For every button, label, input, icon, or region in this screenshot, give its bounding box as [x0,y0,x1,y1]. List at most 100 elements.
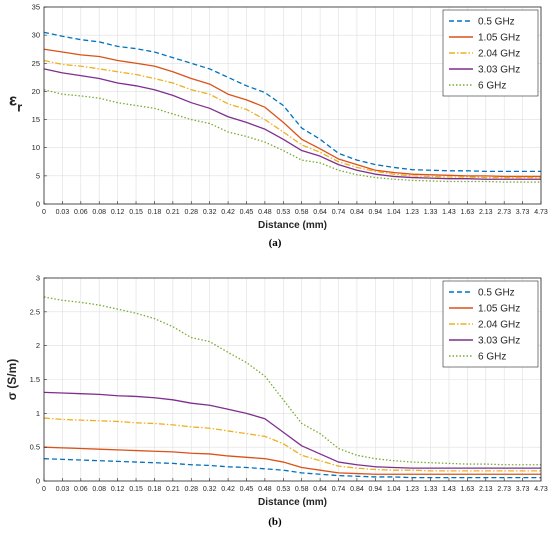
x-tick-label: 0 [42,486,46,493]
x-tick-label: 0.18 [148,486,162,493]
legend-label: 3.03 GHz [478,336,520,347]
x-tick-label: 0.42 [221,486,235,493]
x-tick-label: 0.84 [350,486,364,493]
y-tick-label: 2.5 [30,307,40,316]
x-tick-label: 4.73 [534,486,548,493]
series-line [43,59,541,179]
x-tick-label: 0.28 [184,486,198,493]
x-axis-label: Distance (mm) [258,220,327,231]
x-tick-label: 4.73 [534,209,548,216]
x-tick-label: 0.21 [166,209,180,216]
y-axis-label-main: ε [9,91,17,110]
legend-box [442,280,539,368]
x-tick-label: 0.58 [295,209,309,216]
y-tick-label: 30 [32,31,40,40]
x-tick-label: 1.04 [387,486,401,493]
x-tick-label: 1.04 [387,209,401,216]
y-tick-label: 1 [36,409,40,418]
x-tick-label: 0.94 [369,486,383,493]
x-tick-label: 0.42 [221,209,235,216]
panel-label-a: (a) [268,237,282,249]
y-tick-label: 35 [32,3,40,12]
y-tick-label: 25 [32,59,40,68]
y-tick-label: 0 [36,477,40,486]
x-tick-label: 1.43 [442,486,456,493]
panel-label-b: (b) [268,516,282,528]
x-tick-label: 0.48 [258,486,272,493]
chart-permittivity: 0 0.03 0.06 0.08 0.12 0.15 0.18 0.21 0.28 0.32 0.4… [9,3,548,232]
x-tick-label: 0.64 [313,486,327,493]
series-line [43,31,541,173]
x-tick-label: 2.73 [497,209,511,216]
x-tick-label: 0.58 [295,486,309,493]
x-tick-label: 0.18 [148,209,162,216]
x-tick-label: 0 [42,209,46,216]
x-tick-label: 1.23 [405,486,419,493]
x-tick-label: 1.23 [405,209,419,216]
legend-label: 0.5 GHz [478,17,515,28]
x-tick-label: 0.12 [111,486,125,493]
x-tick-label: 2.13 [479,486,493,493]
x-tick-label: 0.64 [313,209,327,216]
legend-label: 2.04 GHz [478,320,520,331]
x-tick-label: 0.08 [92,486,106,493]
x-tick-label: 1.43 [442,209,456,216]
y-axis-label-sub: r [17,100,22,115]
series-line [43,296,541,466]
x-tick-label: 0.32 [203,486,217,493]
series-line [43,89,541,183]
x-tick-label: 0.15 [129,486,143,493]
x-tick-label: 0.12 [111,209,125,216]
x-tick-label: 1.33 [424,486,438,493]
legend-label: 0.5 GHz [478,288,515,299]
x-tick-label: 0.74 [332,209,346,216]
legend: 0.5 GHz 1.05 GHz 2.04 GHz 3.03 GHz 6 GHz [442,280,539,368]
x-tick-label: 0.84 [350,209,364,216]
series-line [43,391,541,469]
y-tick-label: 15 [32,115,40,124]
x-tick-label: 1.33 [424,209,438,216]
x-tick-label: 0.06 [74,486,88,493]
x-tick-label: 0.48 [258,209,272,216]
x-tick-label: 0.28 [184,209,198,216]
axes-frame [43,6,542,205]
y-tick-label: 1.5 [30,375,40,384]
chart-conductivity: 0 0.03 0.06 0.08 0.12 0.15 0.18 0.21 0.28 0.32 0.4… [5,274,548,509]
x-tick-label: 0.74 [332,486,346,493]
series-line [43,417,541,472]
x-tick-label: 0.03 [56,209,70,216]
y-tick-label: 20 [32,87,40,96]
x-tick-label: 0.21 [166,486,180,493]
x-tick-label: 0.08 [92,209,106,216]
x-tick-label: 2.13 [479,209,493,216]
y-axis-label: σ (S/m) [5,359,19,401]
legend-label: 6 GHz [478,352,506,363]
y-tick-label: 3 [36,274,40,283]
x-tick-label: 0.53 [276,209,290,216]
series-line [43,68,541,180]
x-axis-label: Distance (mm) [258,497,327,508]
legend: 0.5 GHz 1.05 GHz 2.04 GHz 3.03 GHz 6 GHz [442,9,539,97]
x-tick-label: 0.53 [276,486,290,493]
legend-label: 2.04 GHz [478,49,520,60]
x-tick-label: 1.63 [461,486,475,493]
y-tick-label: 5 [36,171,40,180]
legend-label: 6 GHz [478,81,506,92]
x-tick-label: 0.94 [369,209,383,216]
y-tick-label: 10 [32,143,40,152]
y-tick-label: 0 [36,200,40,209]
series-line [43,458,541,479]
x-tick-label: 0.03 [56,486,70,493]
legend-box [442,9,539,97]
legend-label: 1.05 GHz [478,33,520,44]
x-tick-label: 3.73 [516,209,530,216]
y-tick-label: 2 [36,341,40,350]
x-tick-label: 0.45 [240,209,254,216]
x-tick-label: 0.06 [74,209,88,216]
series-line [43,48,541,178]
x-tick-label: 0.32 [203,209,217,216]
x-tick-label: 3.73 [516,486,530,493]
x-tick-label: 2.73 [497,486,511,493]
legend-label: 1.05 GHz [478,304,520,315]
